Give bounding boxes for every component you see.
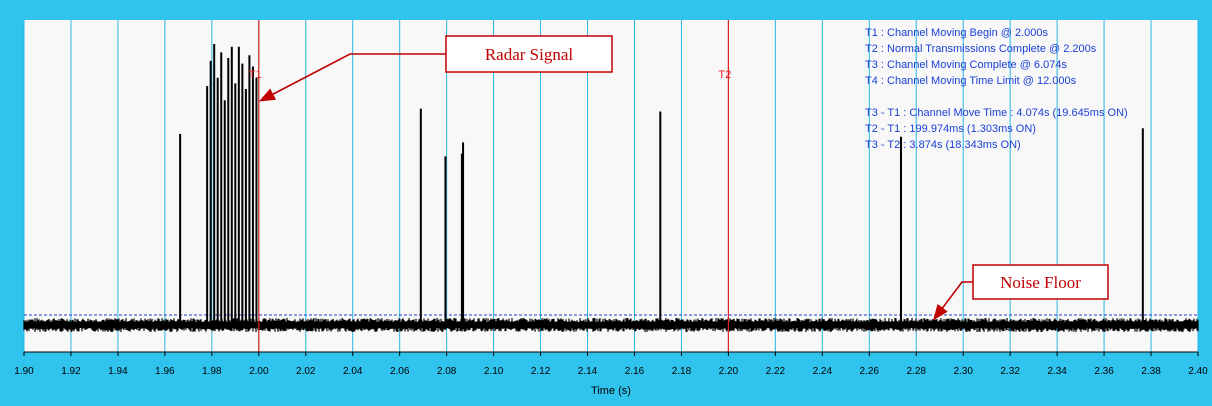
x-tick-label: 2.30 [953, 366, 973, 377]
x-tick-label: 2.06 [390, 366, 410, 377]
annotation-line: T4 : Channel Moving Time Limit @ 12.000s [865, 75, 1077, 87]
x-tick-label: 2.12 [531, 366, 551, 377]
annotation-line: T3 - T2 : 3.874s (18.343ms ON) [865, 139, 1021, 151]
x-tick-label: 2.04 [343, 366, 363, 377]
x-tick-label: 2.08 [437, 366, 457, 377]
callout-label: Noise Floor [1000, 273, 1081, 292]
annotation-line: T3 - T1 : Channel Move Time : 4.074s (19… [865, 107, 1128, 119]
x-tick-label: 2.40 [1188, 366, 1208, 377]
signal-pulses [179, 44, 1144, 325]
marker-label: T1 [249, 69, 262, 81]
callout-arrow [258, 53, 446, 102]
x-tick-label: 1.92 [61, 366, 81, 377]
x-tick-label: 1.96 [155, 366, 175, 377]
x-tick-label: 2.14 [578, 366, 598, 377]
marker-label: T2 [718, 69, 731, 81]
x-tick-label: 2.38 [1141, 366, 1161, 377]
x-tick-label: 2.18 [672, 366, 692, 377]
x-tick-label: 2.26 [860, 366, 880, 377]
annotation-line: T2 - T1 : 199.974ms (1.303ms ON) [865, 123, 1036, 135]
callout-box [972, 264, 1109, 300]
x-tick-label: 1.98 [202, 366, 222, 377]
x-tick-label: 2.24 [813, 366, 833, 377]
annotation-line: T2 : Normal Transmissions Complete @ 2.2… [865, 43, 1097, 55]
callout-label: Radar Signal [485, 45, 574, 64]
x-tick-label: 2.32 [1000, 366, 1020, 377]
timing-annotations: T1 : Channel Moving Begin @ 2.000s T2 : N… [865, 27, 1128, 151]
x-tick-label: 2.34 [1047, 366, 1067, 377]
callouts: Radar Signal Noise Floor [258, 35, 1109, 321]
time-markers: T1 T2 [249, 20, 731, 352]
callout-arrow [933, 281, 973, 321]
x-tick-label: 2.28 [907, 366, 927, 377]
x-tick-label: 2.00 [249, 366, 269, 377]
x-tick-label: 2.10 [484, 366, 504, 377]
x-tick-label: 2.36 [1094, 366, 1114, 377]
x-tick-label: 2.20 [719, 366, 739, 377]
x-tick-label: 2.02 [296, 366, 316, 377]
x-tick-label: 2.16 [625, 366, 645, 377]
x-tick-label: 2.22 [766, 366, 786, 377]
x-tick-label: 1.90 [14, 366, 34, 377]
x-axis: 1.90 1.92 1.94 1.96 1.98 2.00 2.02 2.04 2.06 2.08… [14, 351, 1208, 377]
noise-band [23, 318, 1199, 332]
x-axis-title: Time (s) [591, 385, 631, 397]
annotation-line: T1 : Channel Moving Begin @ 2.000s [865, 27, 1048, 39]
x-tick-label: 1.94 [108, 366, 128, 377]
grid-lines [23, 20, 1199, 352]
annotation-line: T3 : Channel Moving Complete @ 6.074s [865, 59, 1067, 71]
noise-trace [23, 318, 1199, 332]
